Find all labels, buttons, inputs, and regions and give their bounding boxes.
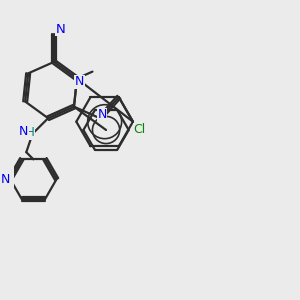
Text: Cl: Cl: [134, 124, 146, 136]
Text: N: N: [19, 125, 28, 138]
Text: N: N: [75, 75, 85, 88]
Text: N: N: [0, 172, 10, 186]
Text: N: N: [98, 108, 107, 121]
Text: H: H: [26, 126, 34, 140]
Text: N: N: [56, 23, 65, 36]
